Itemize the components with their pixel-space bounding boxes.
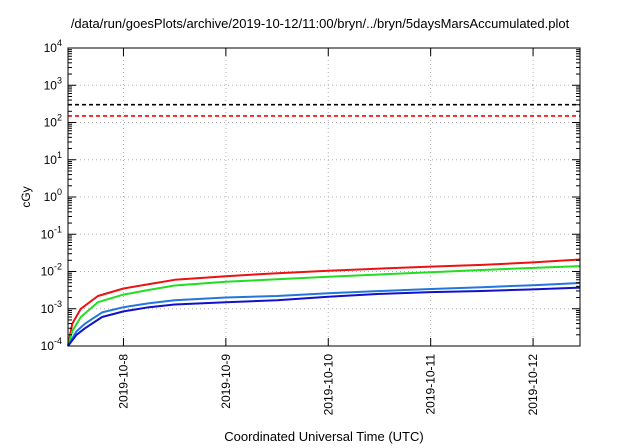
- y-axis-label: cGy: [19, 186, 33, 207]
- y-tick-label: 102: [44, 113, 62, 130]
- series-line-3: [67, 282, 581, 347]
- y-tick-label: 10-1: [41, 224, 62, 241]
- series-layer: [67, 258, 581, 347]
- chart-title: /data/run/goesPlots/archive/2019-10-12/1…: [70, 16, 570, 31]
- x-tick-label: 2019-10-8: [116, 354, 130, 409]
- x-tick-label: 2019-10-11: [424, 354, 438, 415]
- y-tick-label: 103: [44, 75, 62, 92]
- x-tick-label: 2019-10-12: [526, 354, 540, 416]
- y-tick-label: 101: [44, 150, 62, 167]
- reference-lines: [68, 103, 580, 117]
- grid: [68, 48, 580, 346]
- x-tick-label: 2019-10-9: [219, 354, 233, 409]
- y-tick-label: 100: [44, 187, 62, 204]
- y-tick-label: 104: [44, 38, 62, 55]
- axis-ticks: [68, 47, 580, 347]
- x-tick-label: 2019-10-10: [321, 354, 335, 416]
- y-tick-label: 10-2: [41, 262, 62, 279]
- x-tick-labels: 2019-10-8 2019-10-9 2019-10-10 2019-10-11 20…: [116, 354, 540, 416]
- y-tick-label: 10-4: [41, 336, 62, 353]
- series-line-2: [67, 265, 581, 347]
- series-line-1: [67, 258, 581, 347]
- y-tick-label: 10-3: [41, 299, 62, 316]
- x-axis-label: Coordinated Universal Time (UTC): [224, 429, 424, 444]
- series-line-4: [67, 286, 581, 347]
- y-tick-labels: 104 103 102 101 100 10-1 10-2 10-3 10-4: [41, 38, 62, 353]
